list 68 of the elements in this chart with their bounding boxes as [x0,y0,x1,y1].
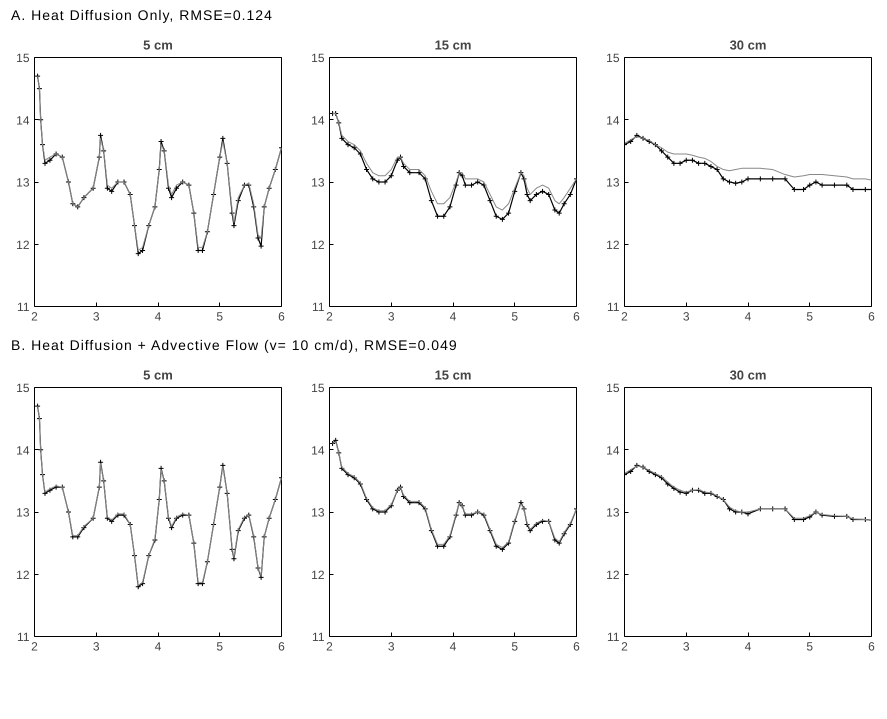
y-tick-label: 11 [607,630,620,644]
x-tick-label: 3 [388,640,395,654]
y-tick-label: 11 [312,300,325,314]
y-tick-label: 15 [606,381,620,395]
chart-title: 5 cm [143,368,173,382]
x-tick-label: 3 [92,640,100,654]
x-tick-label: 4 [154,310,162,324]
y-tick-label: 13 [16,506,30,520]
x-tick-label: 2 [326,310,334,324]
x-tick-label: 2 [621,310,628,324]
x-tick-label: 2 [31,640,38,654]
y-tick-label: 13 [606,176,620,190]
y-tick-label: 14 [16,443,30,458]
y-tick-label: 15 [311,381,325,395]
chart-title: 30 cm [730,368,766,382]
y-tick-label: 11 [607,300,620,314]
chart-title: 15 cm [434,368,472,382]
x-tick-label: 5 [511,310,518,324]
y-tick-label: 12 [311,568,325,582]
y-tick-label: 14 [311,443,325,458]
y-tick-label: 14 [16,113,30,128]
y-tick-label: 15 [606,51,620,65]
x-tick-label: 6 [573,640,580,654]
y-tick-label: 13 [311,176,325,190]
x-tick-label: 5 [806,310,814,324]
x-tick-label: 6 [278,640,286,654]
x-tick-label: 4 [450,640,457,654]
x-tick-label: 3 [682,640,690,654]
x-tick-label: 5 [216,640,224,654]
x-tick-label: 4 [744,640,752,654]
y-tick-label: 12 [606,568,620,582]
text: B. Heat Diffusion + Advective Flow (v= 10 cm/d), RMSE=0.049 [11,336,458,355]
x-tick-label: 6 [868,640,876,654]
chart-title: 15 cm [434,38,472,52]
y-tick-label: 13 [16,176,30,190]
y-tick-label: 15 [16,51,30,65]
y-tick-label: 12 [16,238,30,252]
x-tick-label: 2 [326,640,334,654]
y-tick-label: 12 [16,568,30,582]
x-tick-label: 3 [92,310,100,324]
x-tick-label: 4 [744,310,752,324]
y-tick-label: 15 [16,381,30,395]
y-tick-label: 15 [311,51,325,65]
x-tick-label: 6 [278,310,286,324]
x-tick-label: 4 [154,640,162,654]
chart-title: 30 cm [730,38,766,52]
y-tick-label: 14 [311,113,325,128]
x-tick-label: 5 [511,640,518,654]
y-tick-label: 11 [312,630,325,644]
x-tick-label: 2 [621,640,628,654]
y-tick-label: 11 [17,630,30,644]
text: A. Heat Diffusion Only, RMSE=0.124 [11,6,273,25]
y-tick-label: 12 [311,238,325,252]
x-tick-label: 3 [388,310,395,324]
x-tick-label: 6 [573,310,580,324]
x-tick-label: 6 [868,310,876,324]
x-tick-label: 5 [806,640,814,654]
x-tick-label: 3 [682,310,690,324]
y-tick-label: 13 [311,506,325,520]
y-tick-label: 12 [606,238,620,252]
y-tick-label: 11 [17,300,30,314]
x-tick-label: 4 [450,310,457,324]
x-tick-label: 5 [216,310,224,324]
y-tick-label: 14 [606,443,620,458]
y-tick-label: 13 [606,506,620,520]
y-tick-label: 14 [606,113,620,128]
x-tick-label: 2 [31,310,38,324]
chart-title: 5 cm [143,38,173,52]
